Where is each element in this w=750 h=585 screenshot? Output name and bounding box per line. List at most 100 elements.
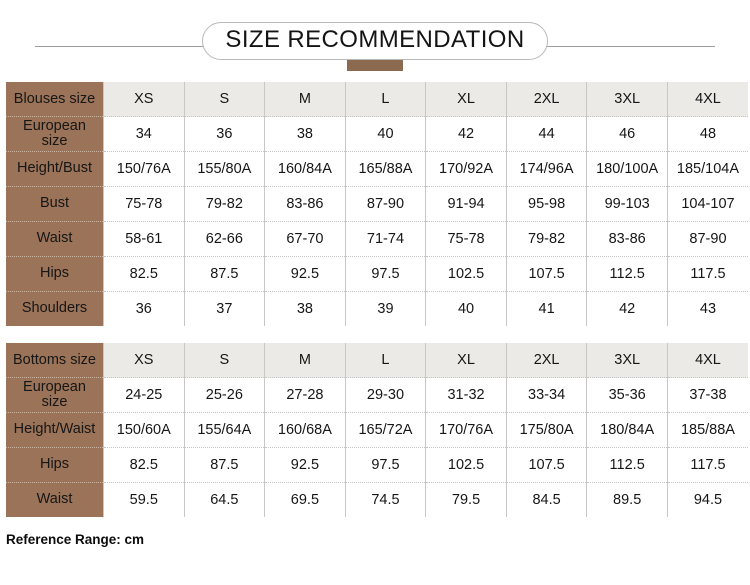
- tables-container: Blouses size XS S M L XL 2XL 3XL 4XL European size…: [0, 82, 750, 517]
- table-cell: 185/88A: [666, 412, 748, 448]
- blouses-size-table: Blouses size XS S M L XL 2XL 3XL 4XL European size…: [6, 82, 748, 326]
- table-cell: 82.5: [103, 447, 185, 483]
- table-cell: 27-28: [264, 377, 346, 413]
- table-cell: 165/88A: [344, 151, 426, 187]
- table-cell: 87-90: [344, 186, 426, 222]
- blouses-row-label: Shoulders: [6, 291, 104, 326]
- table-cell: 92.5: [264, 256, 346, 292]
- table-cell: 175/80A: [505, 412, 587, 448]
- table-cell: 74.5: [344, 482, 426, 517]
- table-cell: 97.5: [344, 447, 426, 483]
- table-cell: 91-94: [425, 186, 507, 222]
- table-cell: 82.5: [103, 256, 185, 292]
- bottoms-column-header-l: L: [344, 343, 426, 378]
- blouses-column-header-xl: XL: [425, 82, 507, 117]
- table-cell: 25-26: [183, 377, 265, 413]
- bottoms-column-header-m: M: [264, 343, 346, 378]
- blouses-header-row: Blouses size XS S M L XL 2XL 3XL 4XL: [6, 82, 748, 117]
- blouses-table-body: Blouses size XS S M L XL 2XL 3XL 4XL European size…: [6, 82, 748, 326]
- table-cell: 112.5: [586, 447, 668, 483]
- table-cell: 97.5: [344, 256, 426, 292]
- table-cell: 92.5: [264, 447, 346, 483]
- blouses-column-header-m: M: [264, 82, 346, 117]
- table-cell: 40: [344, 116, 426, 152]
- table-cell: 36: [103, 291, 185, 326]
- bottoms-row-label: European size: [6, 377, 104, 413]
- blouses-column-header-s: S: [183, 82, 265, 117]
- table-row: Height/Bust 150/76A 155/80A 160/84A 165/88A 1…: [6, 151, 748, 187]
- table-cell: 69.5: [264, 482, 346, 517]
- table-cell: 174/96A: [505, 151, 587, 187]
- table-cell: 64.5: [183, 482, 265, 517]
- table-cell: 71-74: [344, 221, 426, 257]
- table-cell: 185/104A: [666, 151, 748, 187]
- table-cell: 37-38: [666, 377, 748, 413]
- blouses-row-label: Waist: [6, 221, 104, 257]
- table-cell: 42: [425, 116, 507, 152]
- reference-range-note: Reference Range: cm: [6, 532, 145, 547]
- table-row: Bust 75-78 79-82 83-86 87-90 91-94 95-98 99-103…: [6, 186, 748, 222]
- table-cell: 42: [586, 291, 668, 326]
- blouses-column-header-l: L: [344, 82, 426, 117]
- blouses-row-label: Height/Bust: [6, 151, 104, 187]
- table-cell: 38: [264, 291, 346, 326]
- table-cell: 43: [666, 291, 748, 326]
- table-row: European size 24-25 25-26 27-28 29-30 31-32 33-…: [6, 377, 748, 413]
- table-cell: 83-86: [264, 186, 346, 222]
- table-row: Hips 82.5 87.5 92.5 97.5 102.5 107.5 112.5 117.5: [6, 447, 748, 483]
- table-cell: 180/100A: [586, 151, 668, 187]
- table-cell: 170/76A: [425, 412, 507, 448]
- blouses-row-label: European size: [6, 116, 104, 152]
- title-rule-right: [517, 46, 715, 47]
- bottoms-column-header-s: S: [183, 343, 265, 378]
- table-cell: 58-61: [103, 221, 185, 257]
- table-cell: 94.5: [666, 482, 748, 517]
- table-cell: 75-78: [103, 186, 185, 222]
- table-cell: 95-98: [505, 186, 587, 222]
- table-cell: 150/60A: [103, 412, 185, 448]
- blouses-column-header-3xl: 3XL: [586, 82, 668, 117]
- bottoms-column-header-xl: XL: [425, 343, 507, 378]
- table-cell: 99-103: [586, 186, 668, 222]
- bottoms-column-header-3xl: 3XL: [586, 343, 668, 378]
- blouses-column-header-4xl: 4XL: [666, 82, 748, 117]
- title-rule-left: [35, 46, 233, 47]
- table-cell: 107.5: [505, 256, 587, 292]
- table-cell: 67-70: [264, 221, 346, 257]
- table-cell: 41: [505, 291, 587, 326]
- table-cell: 79.5: [425, 482, 507, 517]
- table-cell: 107.5: [505, 447, 587, 483]
- title-banner: SIZE RECOMMENDATION: [0, 0, 750, 82]
- table-cell: 87.5: [183, 256, 265, 292]
- table-row: Shoulders 36 37 38 39 40 41 42 43: [6, 291, 748, 326]
- bottoms-column-header-2xl: 2XL: [505, 343, 587, 378]
- bottoms-row-label: Hips: [6, 447, 104, 483]
- table-cell: 48: [666, 116, 748, 152]
- table-cell: 36: [183, 116, 265, 152]
- table-cell: 180/84A: [586, 412, 668, 448]
- table-cell: 170/92A: [425, 151, 507, 187]
- bottoms-table-body: Bottoms size XS S M L XL 2XL 3XL 4XL European size…: [6, 343, 748, 517]
- bottoms-label-header: Bottoms size: [6, 343, 104, 378]
- table-cell: 40: [425, 291, 507, 326]
- bottoms-column-header-4xl: 4XL: [666, 343, 748, 378]
- table-row: European size 34 36 38 40 42 44 46 48: [6, 116, 748, 152]
- table-cell: 31-32: [425, 377, 507, 413]
- title-pill: SIZE RECOMMENDATION: [202, 22, 548, 60]
- table-cell: 34: [103, 116, 185, 152]
- blouses-label-header: Blouses size: [6, 82, 104, 117]
- table-cell: 102.5: [425, 447, 507, 483]
- blouses-row-label: Bust: [6, 186, 104, 222]
- table-cell: 33-34: [505, 377, 587, 413]
- table-cell: 37: [183, 291, 265, 326]
- table-cell: 59.5: [103, 482, 185, 517]
- table-cell: 39: [344, 291, 426, 326]
- table-cell: 75-78: [425, 221, 507, 257]
- table-cell: 102.5: [425, 256, 507, 292]
- table-row: Hips 82.5 87.5 92.5 97.5 102.5 107.5 112.5 117.5: [6, 256, 748, 292]
- table-cell: 83-86: [586, 221, 668, 257]
- bottoms-header-row: Bottoms size XS S M L XL 2XL 3XL 4XL: [6, 343, 748, 378]
- table-cell: 35-36: [586, 377, 668, 413]
- table-cell: 160/68A: [264, 412, 346, 448]
- table-row: Waist 58-61 62-66 67-70 71-74 75-78 79-82 83-86…: [6, 221, 748, 257]
